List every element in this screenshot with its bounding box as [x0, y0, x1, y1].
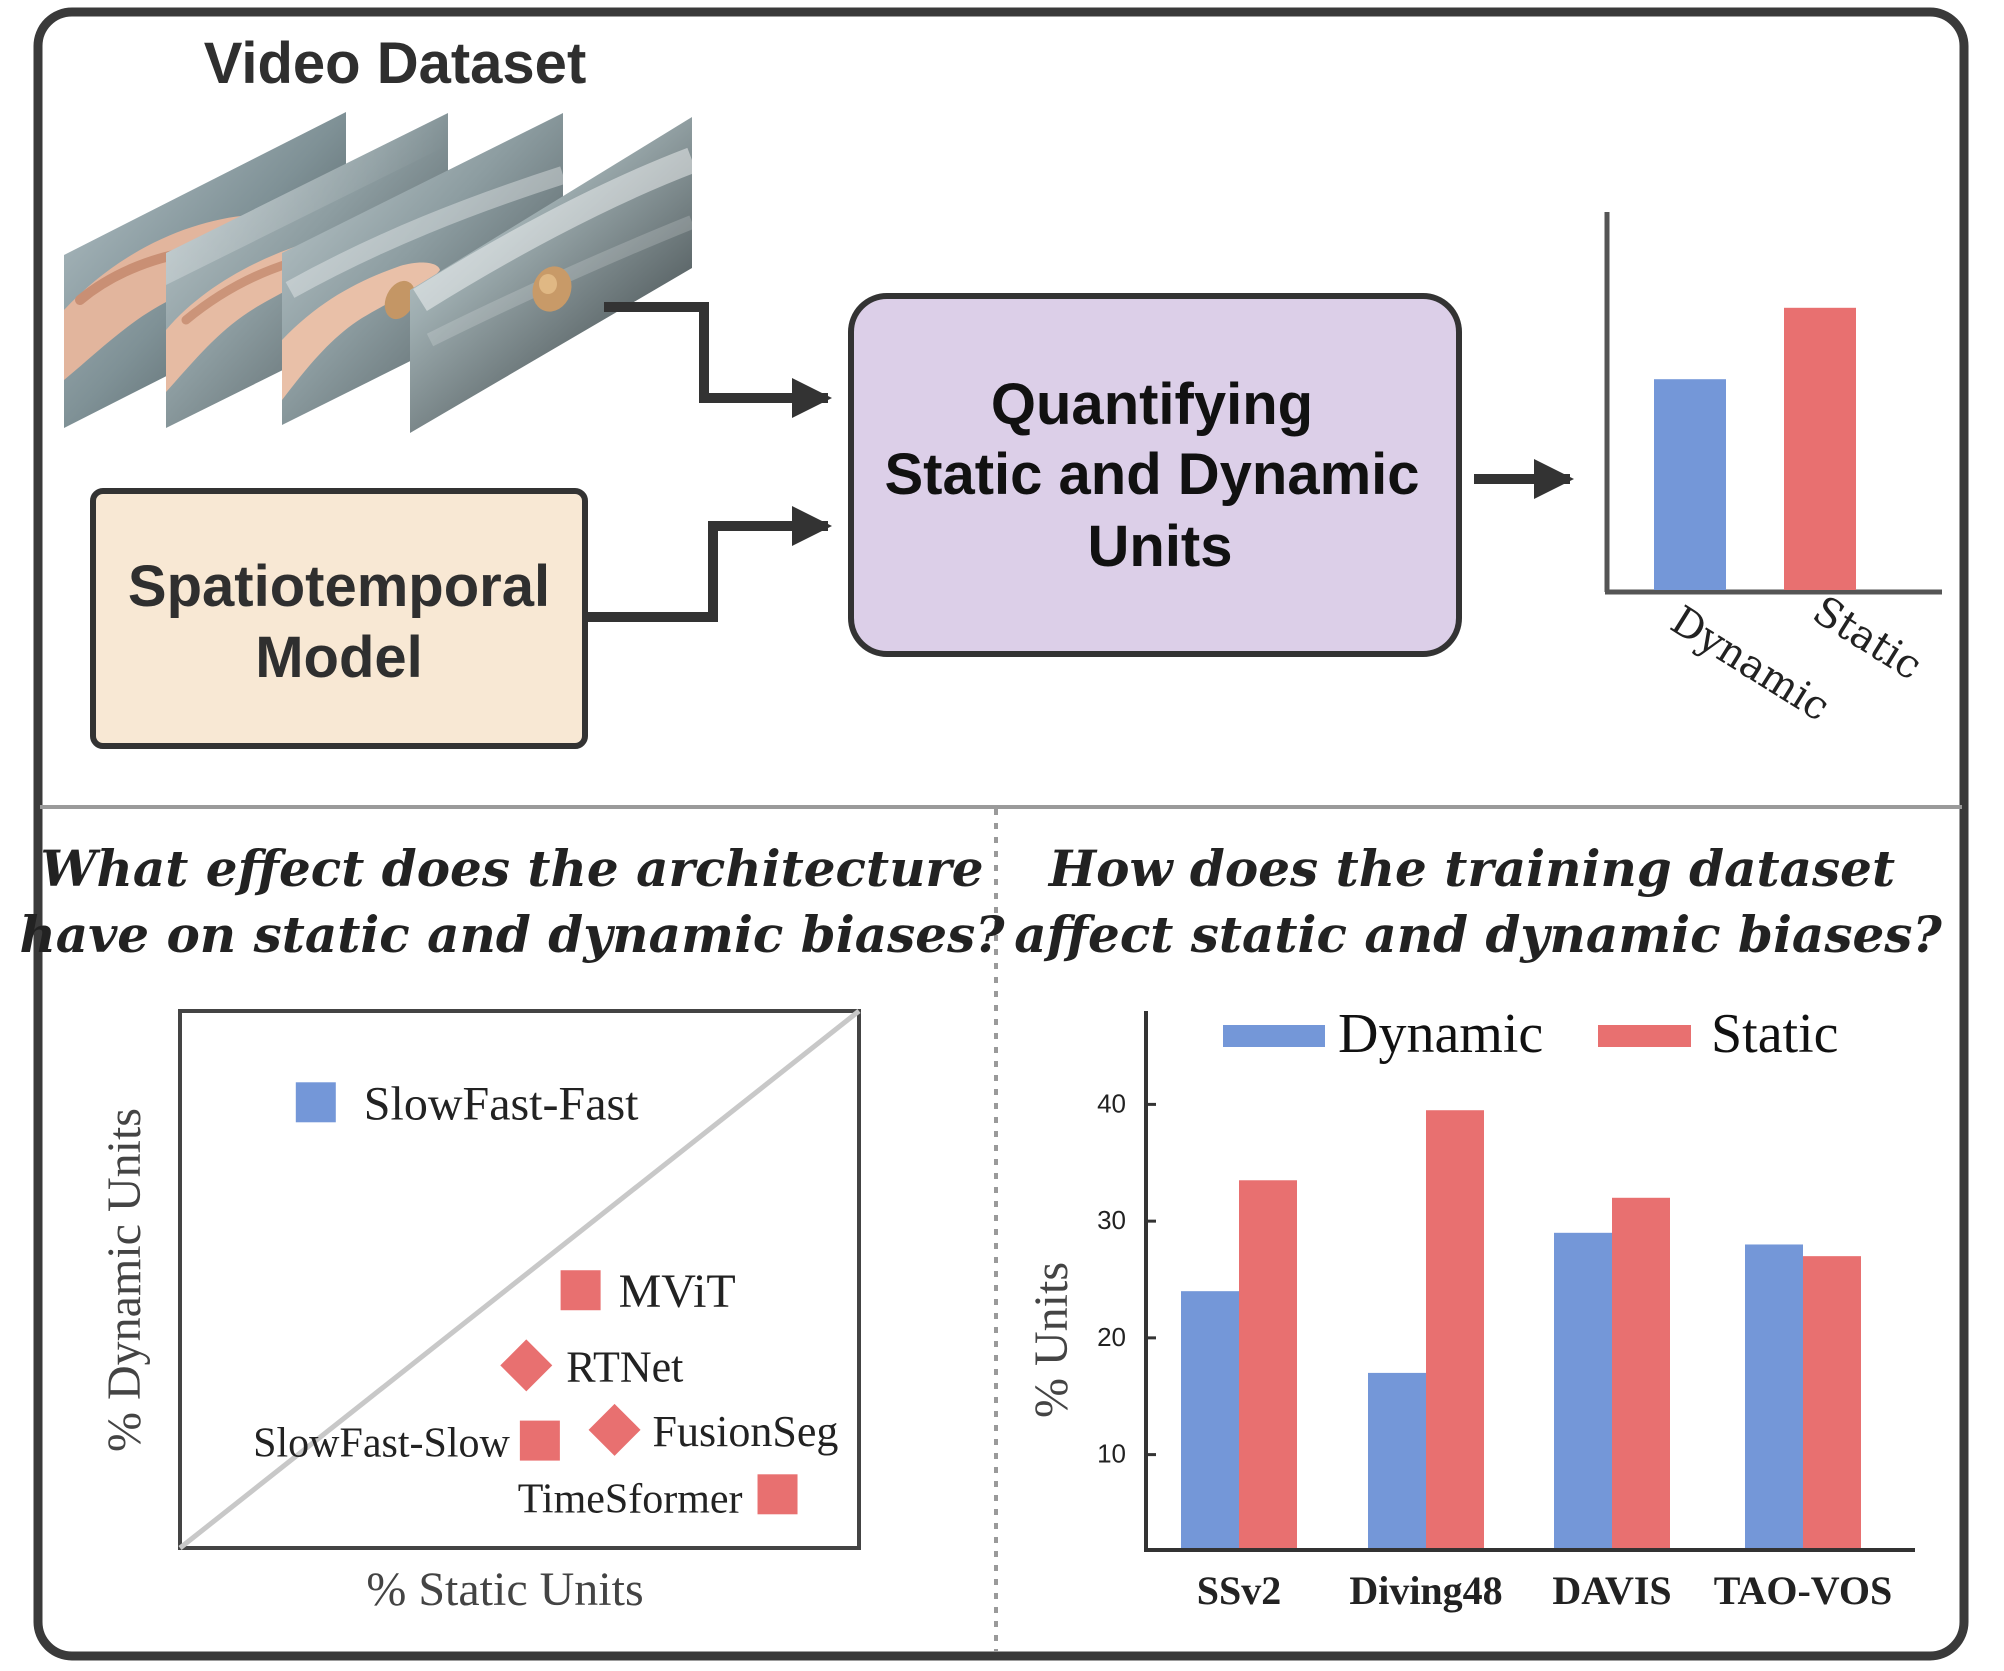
- y-tick-label-20: 20: [1097, 1322, 1126, 1352]
- left-question-line2: have on static and dynamic biases?: [19, 905, 1005, 964]
- point-label-fusionseg: FusionSeg: [653, 1407, 839, 1456]
- legend-label-static: Static: [1711, 1003, 1839, 1065]
- category-label-davis: DAVIS: [1552, 1568, 1671, 1613]
- marker-timesformer: [757, 1474, 798, 1515]
- right-question-line2: affect static and dynamic biases?: [1014, 905, 1942, 964]
- bar-y-label: % Units: [1025, 1262, 1078, 1418]
- video-frame-3: [282, 113, 566, 425]
- right-question-line1: How does the training dataset: [1047, 839, 1895, 898]
- category-label-ssv2: SSv2: [1197, 1568, 1282, 1613]
- marker-rtnet: [500, 1339, 553, 1392]
- bar-ssv2-dynamic: [1181, 1291, 1239, 1548]
- bar-tao-vos-dynamic: [1745, 1244, 1803, 1548]
- bar-diving48-dynamic: [1368, 1372, 1426, 1548]
- marker-fusionseg: [588, 1403, 641, 1456]
- category-label-tao-vos: TAO-VOS: [1714, 1568, 1892, 1613]
- scatter-x-label: % Static Units: [366, 1563, 643, 1616]
- bar-davis-dynamic: [1554, 1232, 1612, 1548]
- point-label-slowfast-slow: SlowFast-Slow: [253, 1421, 510, 1467]
- video-frame-4: [410, 117, 697, 433]
- legend-label-dynamic: Dynamic: [1338, 1003, 1543, 1065]
- architecture-scatter-plot: % Static Units % Dynamic Units SlowFast-…: [98, 1009, 861, 1616]
- summary-bar-static: [1784, 307, 1856, 590]
- process-box-line3: Units: [1088, 514, 1233, 579]
- point-label-timesformer: TimeSformer: [518, 1476, 743, 1522]
- y-tick-label-40: 40: [1097, 1088, 1126, 1118]
- model-box-line2: Model: [255, 625, 423, 690]
- scatter-y-label: % Dynamic Units: [98, 1108, 151, 1452]
- y-tick-label-30: 30: [1097, 1205, 1126, 1235]
- bar-ssv2-static: [1239, 1180, 1297, 1548]
- bar-tao-vos-static: [1803, 1256, 1861, 1548]
- point-label-rtnet: RTNet: [566, 1342, 683, 1391]
- point-label-mvit: MViT: [619, 1265, 736, 1318]
- process-box-line1: Quantifying: [991, 372, 1313, 437]
- category-label-diving48: Diving48: [1349, 1568, 1502, 1613]
- model-box-line1: Spatiotemporal: [128, 554, 550, 619]
- video-dataset-title: Video Dataset: [204, 31, 587, 96]
- marker-slowfast-fast: [295, 1082, 336, 1123]
- dataset-bar-chart: % Units 10 20 30 40 SSv2 Diving48 DAVIS TAO-VOS…: [1025, 1003, 1915, 1613]
- marker-slowfast-slow: [519, 1420, 560, 1461]
- process-box-line2: Static and Dynamic: [884, 442, 1419, 507]
- y-tick-label-10: 10: [1097, 1439, 1126, 1469]
- summary-bar-dynamic: [1654, 379, 1726, 590]
- left-question-line1: What effect does the architecture: [40, 839, 983, 898]
- model-to-process-arrow: [585, 506, 832, 622]
- diagonal-line: [178, 1009, 861, 1550]
- legend-swatch-static: [1598, 1025, 1691, 1047]
- video-frames: [64, 112, 697, 433]
- bar-davis-static: [1612, 1197, 1670, 1548]
- dataset-to-process-arrow: [604, 302, 832, 418]
- quantifying-box: [848, 293, 1462, 657]
- marker-mvit: [560, 1270, 601, 1311]
- point-label-slowfast-fast: SlowFast-Fast: [364, 1077, 639, 1130]
- bar-diving48-static: [1426, 1110, 1484, 1548]
- legend-swatch-dynamic: [1223, 1025, 1325, 1047]
